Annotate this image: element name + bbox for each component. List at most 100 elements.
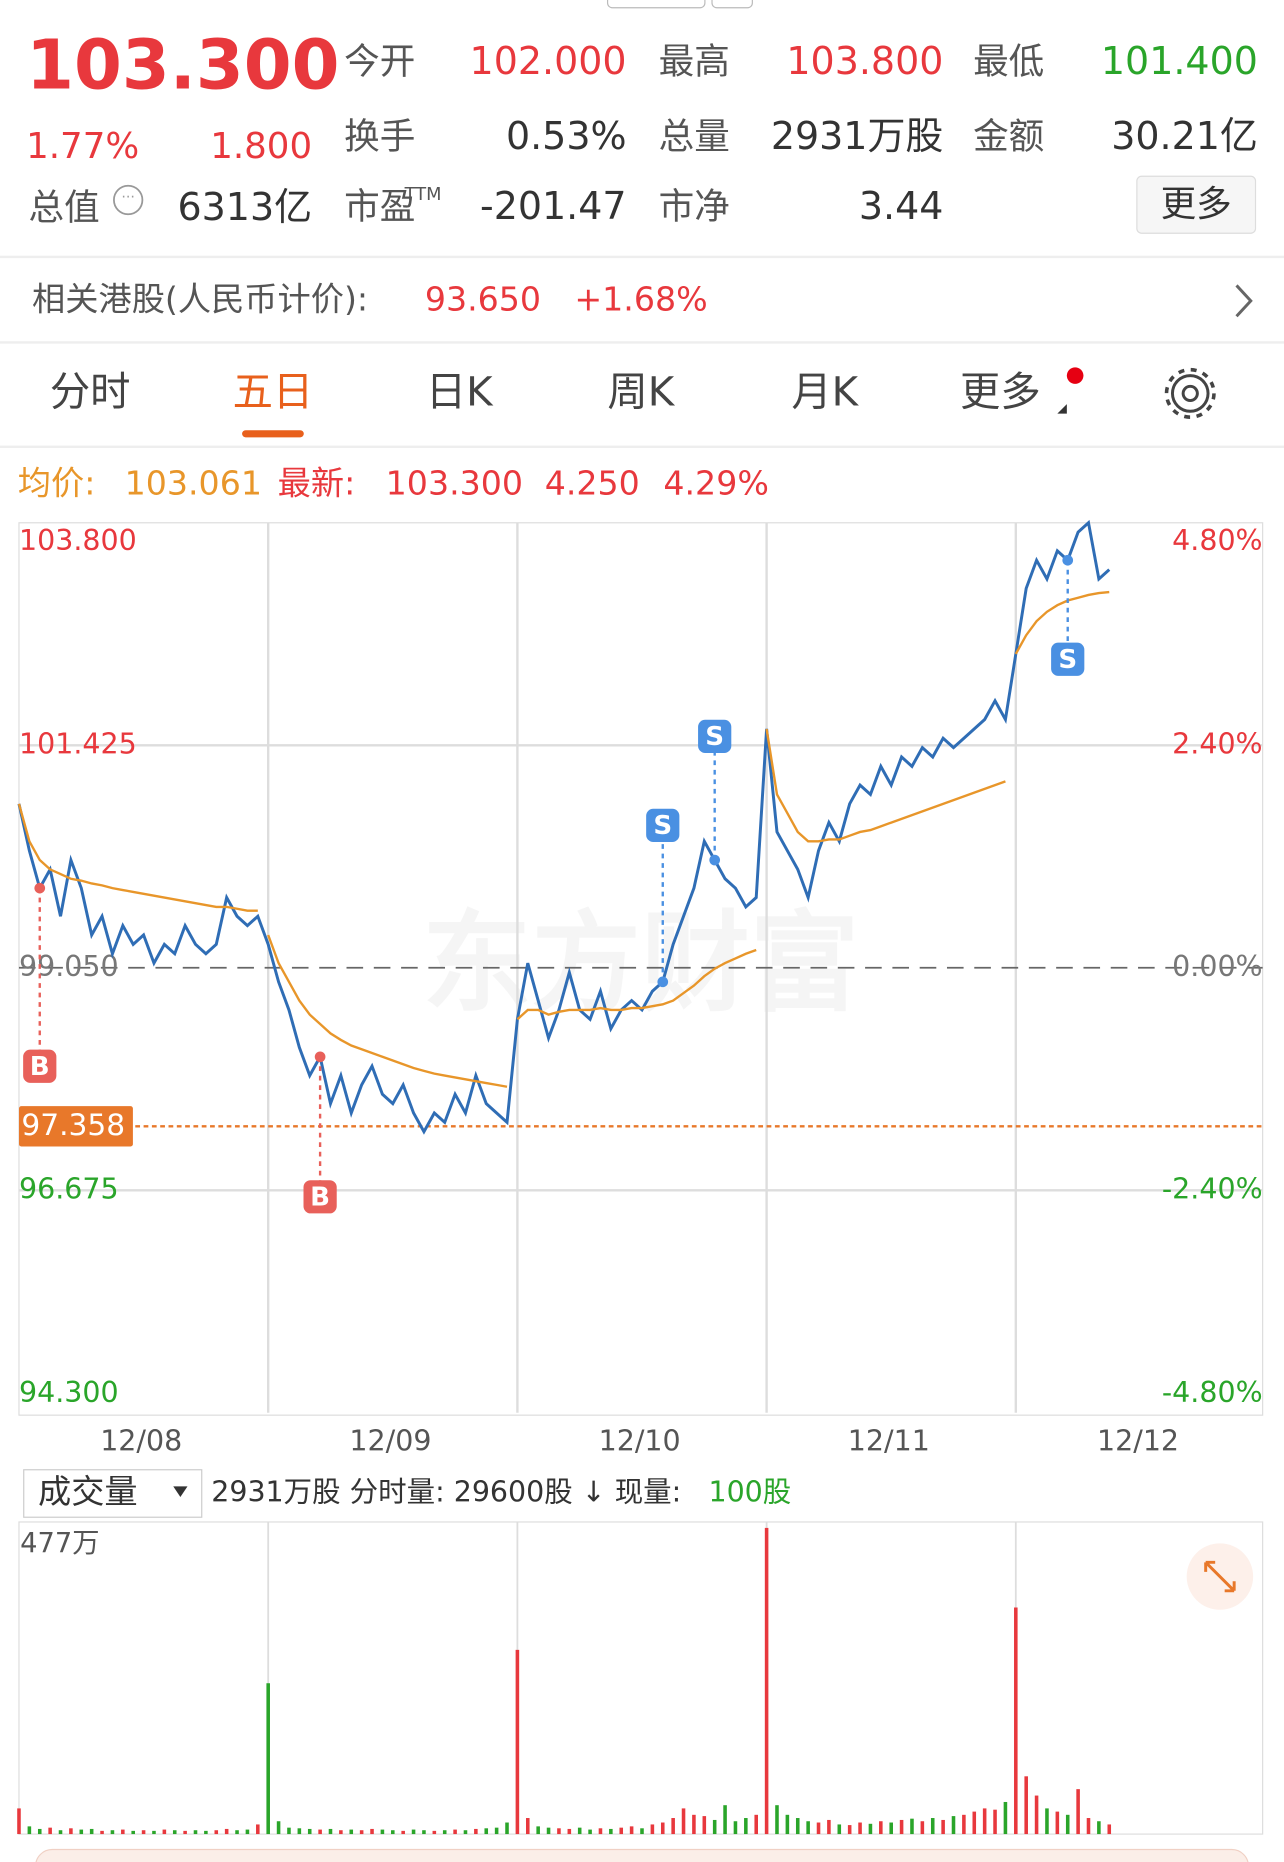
tab[interactable]: 日K: [426, 369, 494, 416]
volume-bar: [1014, 1607, 1018, 1835]
marker-label[interactable]: B: [30, 1052, 50, 1082]
dropdown-arrow: [173, 1486, 188, 1498]
marker-badge: [23, 1049, 57, 1083]
tab[interactable]: 更多: [960, 369, 1041, 416]
tab[interactable]: 月K: [791, 369, 859, 416]
expand-icon: [1204, 1560, 1236, 1593]
info-icon[interactable]: [113, 184, 144, 216]
marker-dot: [314, 1051, 326, 1063]
y2-tick-label: 4.80%: [1172, 524, 1262, 557]
volume-bar: [297, 1828, 302, 1835]
tab[interactable]: 五日: [233, 369, 314, 416]
stat-label: 金额: [973, 116, 1044, 157]
volume-bar: [962, 1814, 966, 1835]
stat-label: 市净: [659, 186, 730, 227]
stat-label: 今开: [344, 42, 415, 83]
stat-label: 总量: [659, 116, 730, 157]
change: 1.800: [210, 126, 312, 167]
stat-value: -201.47: [480, 184, 627, 228]
tab[interactable]: 分时: [50, 369, 131, 416]
watermark: 东方财富: [423, 900, 860, 1027]
stat-value: 0.53%: [506, 114, 627, 158]
volume-frame: [18, 1521, 1264, 1835]
tab[interactable]: 周K: [607, 369, 675, 416]
marker-label[interactable]: S: [653, 811, 672, 841]
volume-bar: [463, 1830, 468, 1835]
volume-bar: [858, 1822, 862, 1835]
volume-bar: [276, 1821, 281, 1835]
chevron[interactable]: [1235, 284, 1253, 318]
stat-label: 总值: [28, 187, 99, 228]
avg-line: [516, 948, 757, 1021]
reference-label-bg: [18, 1106, 133, 1147]
volume-bar: [318, 1829, 322, 1835]
volume-bar: [193, 1830, 198, 1835]
stat-label: 换手: [344, 116, 415, 157]
volume-bar: [660, 1822, 665, 1835]
volume-bar: [889, 1822, 893, 1835]
volume-bar: [359, 1830, 364, 1835]
more-button-label: 更多: [1161, 184, 1232, 225]
info-avg-label: 均价:: [18, 463, 96, 502]
volume-bar: [27, 1826, 32, 1835]
volume-bar: [515, 1649, 520, 1835]
reference-label: 97.358: [21, 1107, 125, 1142]
hk-label[interactable]: 相关港股(人民币计价):: [32, 279, 368, 318]
stat-value: 101.400: [1101, 39, 1258, 83]
stat-value: 30.21亿: [1111, 114, 1258, 158]
volume-bar: [941, 1819, 945, 1835]
bottom-bar: [35, 1848, 1249, 1862]
y2-tick-label: -4.80%: [1162, 1376, 1263, 1409]
y2-tick-label: 2.40%: [1172, 727, 1262, 760]
y-tick-label: 96.675: [19, 1172, 119, 1205]
volume-bar: [256, 1824, 260, 1835]
volume-tick-label: 477万: [20, 1528, 99, 1559]
volume-bar: [141, 1830, 146, 1835]
avg-line: [267, 934, 508, 1088]
settings-icon[interactable]: [1164, 367, 1216, 419]
price: 103.300: [26, 26, 339, 106]
volume-bar: [411, 1829, 416, 1835]
marker-label[interactable]: S: [1058, 645, 1077, 675]
volume-bar: [650, 1824, 655, 1835]
volume-bar: [484, 1828, 489, 1835]
volume-bar: [712, 1819, 717, 1835]
info-avg: 103.061: [125, 463, 262, 502]
volume-selector[interactable]: [23, 1469, 203, 1518]
volume-bar: [204, 1830, 208, 1835]
volume-bar: [474, 1828, 478, 1835]
volume-bar: [920, 1821, 925, 1835]
volume-bar: [764, 1527, 769, 1835]
volume-bar: [972, 1811, 977, 1835]
volume-bar: [162, 1829, 167, 1835]
marker-label[interactable]: S: [705, 722, 724, 752]
y-tick-label: 99.050: [19, 950, 119, 983]
volume-bar: [183, 1830, 187, 1835]
chart-frame: [18, 522, 1264, 1416]
volume-bar: [816, 1822, 821, 1835]
volume-bar: [432, 1830, 437, 1835]
x-tick-label: 12/09: [349, 1424, 431, 1457]
x-tick-label: 12/10: [599, 1424, 681, 1457]
more-button[interactable]: [1136, 175, 1257, 234]
volume-bar: [172, 1830, 177, 1835]
y-tick-label: 94.300: [19, 1376, 119, 1409]
y-tick-label: 101.425: [19, 727, 137, 760]
volume-bar: [1107, 1824, 1112, 1835]
volume-bar: [391, 1830, 395, 1835]
y-tick-label: 103.800: [19, 524, 137, 557]
stat-value: 102.000: [470, 39, 627, 83]
marker-badge: [1051, 642, 1085, 676]
tab-bar: [0, 342, 1284, 447]
marker-dot: [657, 976, 669, 988]
volume-bar: [546, 1827, 551, 1835]
marker-label[interactable]: B: [310, 1183, 330, 1213]
volume-bar: [214, 1830, 219, 1835]
volume-bar: [505, 1822, 509, 1835]
volume-bar: [1065, 1814, 1070, 1835]
marker-dot: [1062, 554, 1074, 566]
volume-bar: [775, 1805, 779, 1835]
volume-bar: [266, 1683, 270, 1835]
volume-bar: [1003, 1801, 1008, 1835]
hk-change: +1.68%: [574, 279, 707, 318]
